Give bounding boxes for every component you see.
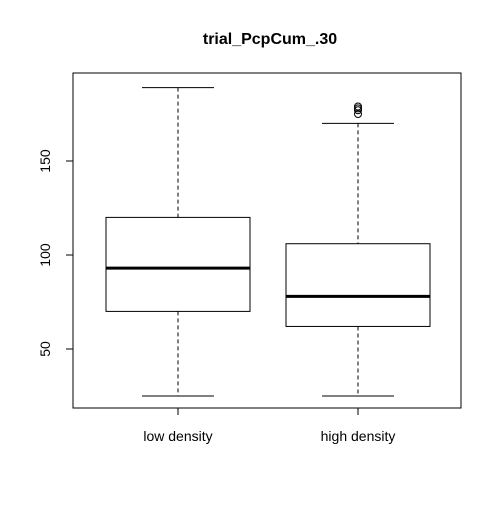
- outlier-point: [354, 110, 362, 118]
- chart-title: trial_PcpCum_.30: [203, 31, 337, 48]
- outlier-point: [354, 102, 362, 111]
- y-tick-label: 150: [37, 149, 53, 173]
- x-tick-label: high density: [321, 428, 396, 444]
- x-axis: low density high density: [143, 407, 396, 444]
- iqr-box: [285, 243, 431, 327]
- x-tick-label: low density: [143, 428, 212, 444]
- box-low-density: [105, 87, 251, 397]
- y-axis: 50 100 150: [37, 149, 74, 357]
- y-tick-label: 100: [37, 243, 53, 267]
- iqr-box: [105, 216, 251, 312]
- boxes-group: [105, 87, 431, 397]
- y-tick-label: 50: [37, 341, 53, 357]
- box-high-density: [285, 102, 431, 397]
